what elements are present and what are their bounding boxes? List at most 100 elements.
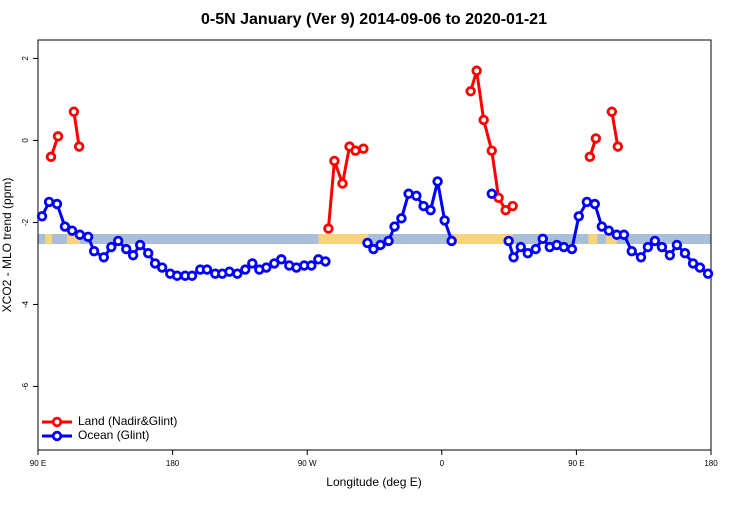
data-point — [329, 155, 340, 167]
x-tick-label: 180 — [704, 459, 718, 468]
data-point — [566, 243, 578, 255]
data-point — [375, 239, 386, 251]
x-tick-label: 90 E — [568, 459, 584, 468]
data-point — [584, 151, 596, 163]
data-point — [350, 145, 361, 156]
data-point — [522, 247, 533, 259]
x-axis-label: Longitude (deg E) — [326, 475, 421, 489]
x-tick-label: 180 — [166, 459, 180, 468]
data-point — [515, 241, 526, 253]
data-point — [396, 213, 407, 224]
legend-marker — [51, 416, 63, 428]
data-point — [358, 143, 369, 154]
data-point — [68, 106, 80, 117]
data-point — [606, 106, 618, 117]
data-point — [43, 196, 55, 208]
data-point — [88, 245, 100, 257]
data-point — [112, 235, 124, 247]
data-point — [306, 260, 317, 271]
data-point — [702, 268, 714, 279]
x-tick-label: 90 W — [298, 459, 317, 468]
legend-marker — [51, 430, 63, 442]
data-point — [432, 176, 443, 187]
data-point — [323, 223, 334, 234]
data-point — [121, 243, 132, 255]
land-band — [605, 234, 617, 244]
data-point — [98, 252, 110, 263]
data-point — [589, 198, 600, 210]
data-point — [66, 225, 78, 236]
data-point — [664, 250, 676, 261]
series-line — [49, 70, 620, 229]
data-point — [269, 258, 280, 269]
data-point — [508, 252, 519, 263]
data-point — [418, 200, 429, 212]
data-point — [127, 250, 139, 261]
land-band — [453, 234, 513, 244]
data-point — [73, 141, 85, 152]
data-point — [618, 229, 630, 240]
data-point — [486, 188, 497, 199]
data-point — [558, 241, 570, 253]
y-tick-label: 2 — [21, 56, 30, 61]
data-point — [500, 204, 511, 216]
data-point — [368, 243, 379, 255]
data-point — [612, 141, 624, 152]
ocean-band — [38, 234, 711, 244]
data-point — [261, 262, 272, 273]
data-point — [276, 254, 287, 265]
data-point — [694, 262, 706, 273]
data-point — [603, 225, 615, 236]
data-point — [671, 239, 683, 251]
data-point — [134, 239, 146, 251]
data-point — [82, 231, 94, 242]
data-point — [51, 198, 63, 210]
data-point — [537, 233, 548, 245]
land-band — [67, 234, 80, 244]
plot-frame — [37, 39, 712, 451]
data-point — [143, 247, 154, 259]
data-point — [320, 256, 331, 267]
data-point — [471, 65, 482, 76]
land-band — [588, 234, 598, 244]
x-tick-label: 0 — [440, 459, 445, 468]
data-point — [240, 264, 251, 275]
data-point — [439, 215, 450, 226]
data-point — [74, 229, 86, 240]
data-point — [507, 200, 518, 212]
legend-label: Ocean (Glint) — [78, 428, 149, 442]
data-point — [679, 247, 691, 259]
data-point — [201, 264, 213, 275]
data-point — [486, 145, 497, 156]
data-point — [581, 196, 593, 208]
data-point — [573, 211, 584, 222]
data-point — [232, 268, 243, 279]
data-point — [171, 270, 183, 281]
data-point — [642, 241, 654, 253]
data-point — [389, 221, 400, 232]
data-point — [52, 131, 64, 142]
data-point — [186, 270, 198, 281]
data-point — [247, 258, 258, 269]
chart-title: 0-5N January (Ver 9) 2014-09-06 to 2020-… — [201, 11, 547, 28]
x-tick-label: 90 E — [30, 459, 46, 468]
data-point — [478, 114, 489, 126]
data-point — [530, 243, 541, 255]
y-tick-label: -4 — [21, 300, 30, 308]
data-point — [635, 252, 647, 263]
y-tick-label: 0 — [21, 138, 30, 143]
data-point — [383, 235, 394, 247]
data-point — [465, 86, 476, 97]
data-point — [425, 204, 436, 216]
data-point — [337, 178, 348, 189]
data-point — [224, 266, 235, 277]
data-point — [590, 133, 602, 144]
data-point — [446, 235, 457, 247]
data-point — [59, 221, 71, 232]
data-point — [156, 262, 168, 273]
data-point — [626, 245, 637, 257]
data-point — [362, 237, 373, 249]
data-point — [656, 241, 668, 253]
